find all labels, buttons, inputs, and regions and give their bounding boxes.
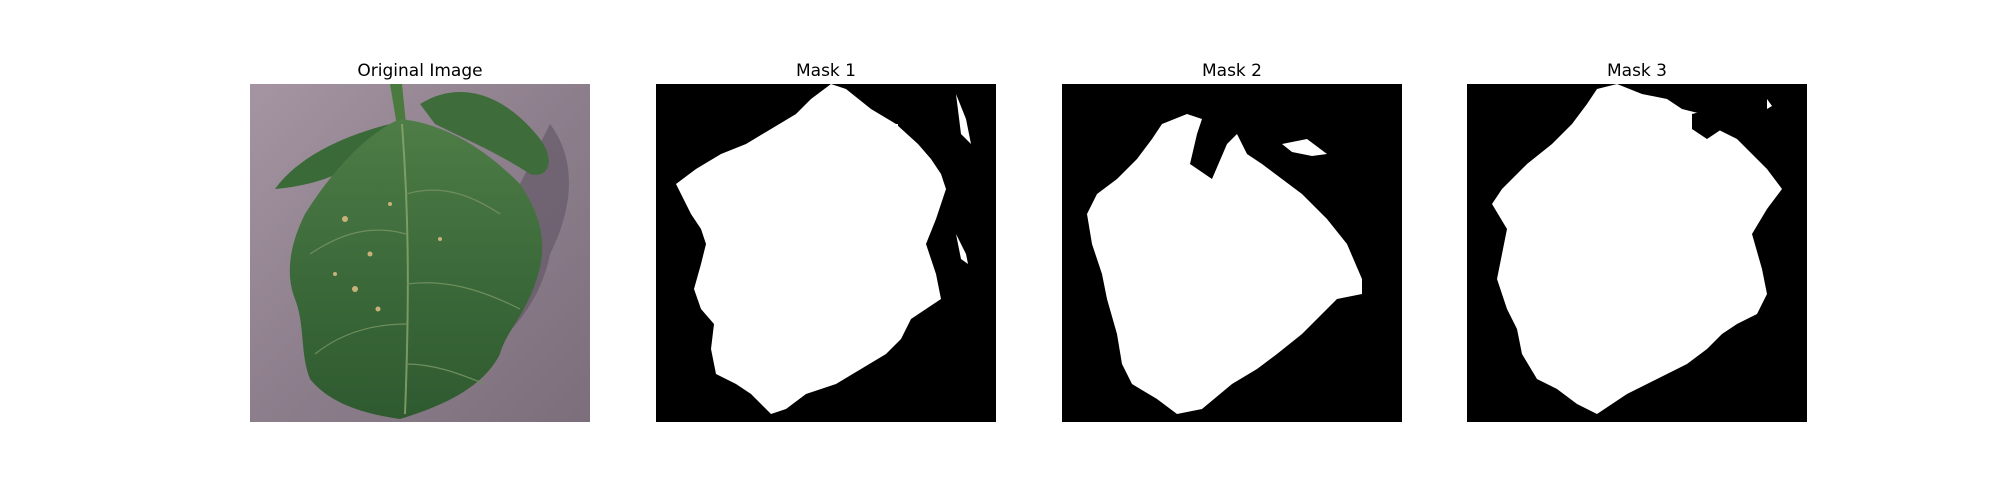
original-image xyxy=(250,84,590,422)
mask-speck xyxy=(1212,229,1214,231)
lesion-spot xyxy=(342,216,348,222)
mask-fragment xyxy=(1282,139,1327,156)
mask-region xyxy=(676,84,946,414)
lesion-spot xyxy=(438,237,442,241)
panel-title: Mask 1 xyxy=(795,61,856,81)
upper-leaflet xyxy=(420,91,549,175)
mask-2 xyxy=(1062,84,1402,422)
mask-image xyxy=(1467,84,1807,422)
main-leaf xyxy=(289,119,543,419)
panel-title: Mask 3 xyxy=(1606,61,1667,81)
panel-title: Mask 2 xyxy=(1201,61,1262,81)
panel-title: Original Image xyxy=(357,61,483,81)
panel-original-image: Original Image xyxy=(250,58,590,422)
lesion-spot xyxy=(352,286,358,292)
panel-mask-3: Mask 3 xyxy=(1467,58,1807,422)
vein xyxy=(314,323,408,355)
left-leaflet xyxy=(275,124,390,189)
mask-hole xyxy=(1732,122,1752,139)
mask-region xyxy=(1492,84,1782,414)
mask-fragment xyxy=(1767,99,1772,109)
vein xyxy=(406,282,521,310)
mask-image xyxy=(1062,84,1402,422)
mask-1 xyxy=(656,84,996,422)
mask-fragment xyxy=(956,94,971,144)
leaf-photo xyxy=(250,84,590,422)
mask-speck xyxy=(896,124,898,126)
lesion-spot xyxy=(388,202,392,206)
mask-fragment xyxy=(956,234,968,264)
lesion-spot xyxy=(375,306,381,312)
vein xyxy=(405,189,501,215)
lesion-spot xyxy=(367,251,373,257)
mask-region xyxy=(1087,114,1362,414)
mask-3 xyxy=(1467,84,1807,422)
panel-mask-1: Mask 1 xyxy=(656,58,996,422)
midrib xyxy=(401,123,409,415)
panel-mask-2: Mask 2 xyxy=(1062,58,1402,422)
lesion-spot xyxy=(333,272,337,276)
vein xyxy=(405,363,486,385)
mask-image xyxy=(656,84,996,422)
vein xyxy=(309,229,407,255)
mask-hole xyxy=(1692,109,1722,139)
